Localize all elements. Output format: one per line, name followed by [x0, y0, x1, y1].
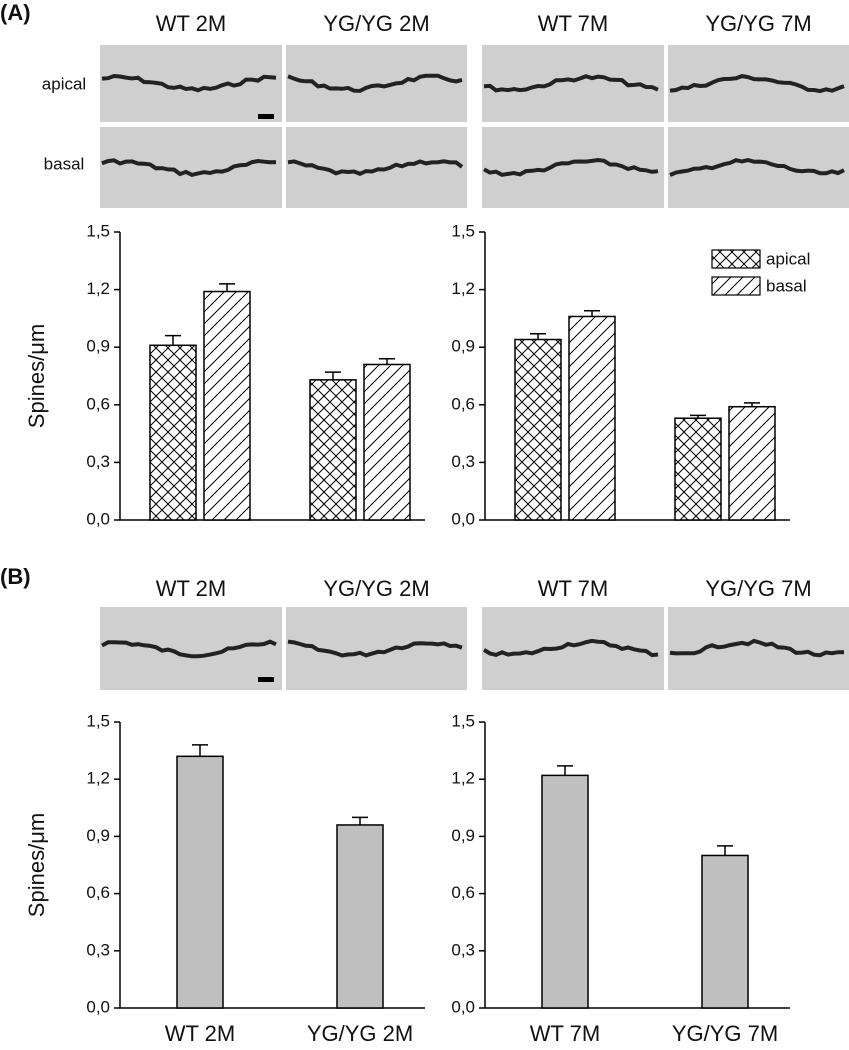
bar [568, 315, 616, 521]
x-tick-label: WT 2M [165, 1021, 235, 1046]
x-tick-label: YG/YG 2M [307, 1021, 413, 1046]
image-label: YG/YG 2M [323, 576, 429, 601]
dendrite [287, 159, 464, 176]
image-label: YG/YG 7M [705, 11, 811, 36]
x-tick-label: WT 7M [530, 1021, 600, 1046]
dendrite [287, 639, 463, 658]
panel-label: (A) [0, 0, 31, 25]
panel-label: (B) [0, 564, 31, 589]
dendrite [101, 73, 277, 93]
y-axis-label: Spines/μm [24, 324, 49, 428]
x-tick-label: YG/YG 7M [672, 1021, 778, 1046]
y-tick-label: 0,0 [451, 509, 475, 528]
bar [363, 363, 411, 521]
y-tick-label: 0,3 [451, 452, 475, 471]
y-tick-label: 0,3 [86, 940, 110, 959]
bar [336, 824, 384, 1009]
error-bar [325, 371, 341, 380]
dendrite [101, 639, 277, 659]
y-tick-label: 0,9 [86, 826, 110, 845]
bar [701, 854, 749, 1009]
bar [728, 405, 776, 521]
micrograph [668, 45, 849, 122]
bar [514, 338, 562, 521]
image-label: WT 7M [538, 576, 608, 601]
row-label: apical [42, 74, 86, 93]
micrograph [100, 45, 282, 122]
y-tick-label: 0,6 [86, 883, 110, 902]
y-tick-label: 1,5 [451, 711, 475, 730]
y-tick-label: 1,5 [451, 221, 475, 240]
y-tick-label: 1,2 [451, 769, 475, 788]
image-label: YG/YG 7M [705, 576, 811, 601]
y-tick-label: 1,2 [451, 279, 475, 298]
image-label: WT 2M [156, 576, 226, 601]
y-tick-label: 0,9 [451, 826, 475, 845]
error-bar [352, 816, 368, 825]
error-bar [690, 414, 706, 419]
micrograph [100, 607, 282, 690]
micrograph [668, 607, 849, 690]
y-tick-label: 0,3 [451, 940, 475, 959]
dendrite [101, 158, 277, 178]
dendrite [482, 638, 659, 658]
scale-bar [258, 677, 274, 682]
error-bar [557, 765, 573, 776]
dendrite [287, 73, 463, 93]
image-label: WT 7M [538, 11, 608, 36]
micrograph [100, 127, 282, 208]
image-label: YG/YG 2M [323, 11, 429, 36]
dendrite [669, 158, 845, 177]
error-bar [165, 334, 181, 346]
y-tick-label: 0,6 [451, 394, 475, 413]
error-bar [379, 357, 395, 365]
image-label: WT 2M [156, 11, 226, 36]
error-bar [530, 333, 546, 340]
y-tick-label: 0,0 [86, 997, 110, 1016]
legend-swatch [711, 249, 761, 269]
bar [541, 774, 589, 1009]
y-tick-label: 0,3 [86, 452, 110, 471]
y-tick-label: 1,5 [86, 221, 110, 240]
dendrite [669, 74, 845, 94]
error-bar [219, 283, 235, 292]
y-tick-label: 0,9 [451, 337, 475, 356]
dendrite [483, 74, 659, 93]
y-tick-label: 0,6 [86, 394, 110, 413]
error-bar [192, 744, 208, 757]
scale-bar [258, 114, 274, 119]
y-tick-label: 1,2 [86, 279, 110, 298]
bar [674, 417, 722, 521]
legend-label: basal [766, 276, 807, 295]
error-bar [584, 309, 600, 317]
dendrite [669, 638, 845, 658]
legend-swatch [711, 276, 761, 296]
bar [203, 290, 251, 521]
error-bar [744, 402, 760, 407]
y-tick-label: 1,2 [86, 769, 110, 788]
bar [149, 344, 197, 521]
row-label: basal [44, 154, 85, 173]
bar [309, 379, 357, 521]
y-tick-label: 1,5 [86, 711, 110, 730]
error-bar [717, 845, 733, 856]
y-tick-label: 0,0 [451, 997, 475, 1016]
bar [176, 755, 224, 1009]
y-tick-label: 0,6 [451, 883, 475, 902]
y-tick-label: 0,0 [86, 509, 110, 528]
dendrite [483, 157, 659, 177]
legend-label: apical [766, 249, 810, 268]
y-tick-label: 0,9 [86, 337, 110, 356]
y-axis-label: Spines/μm [24, 813, 49, 917]
